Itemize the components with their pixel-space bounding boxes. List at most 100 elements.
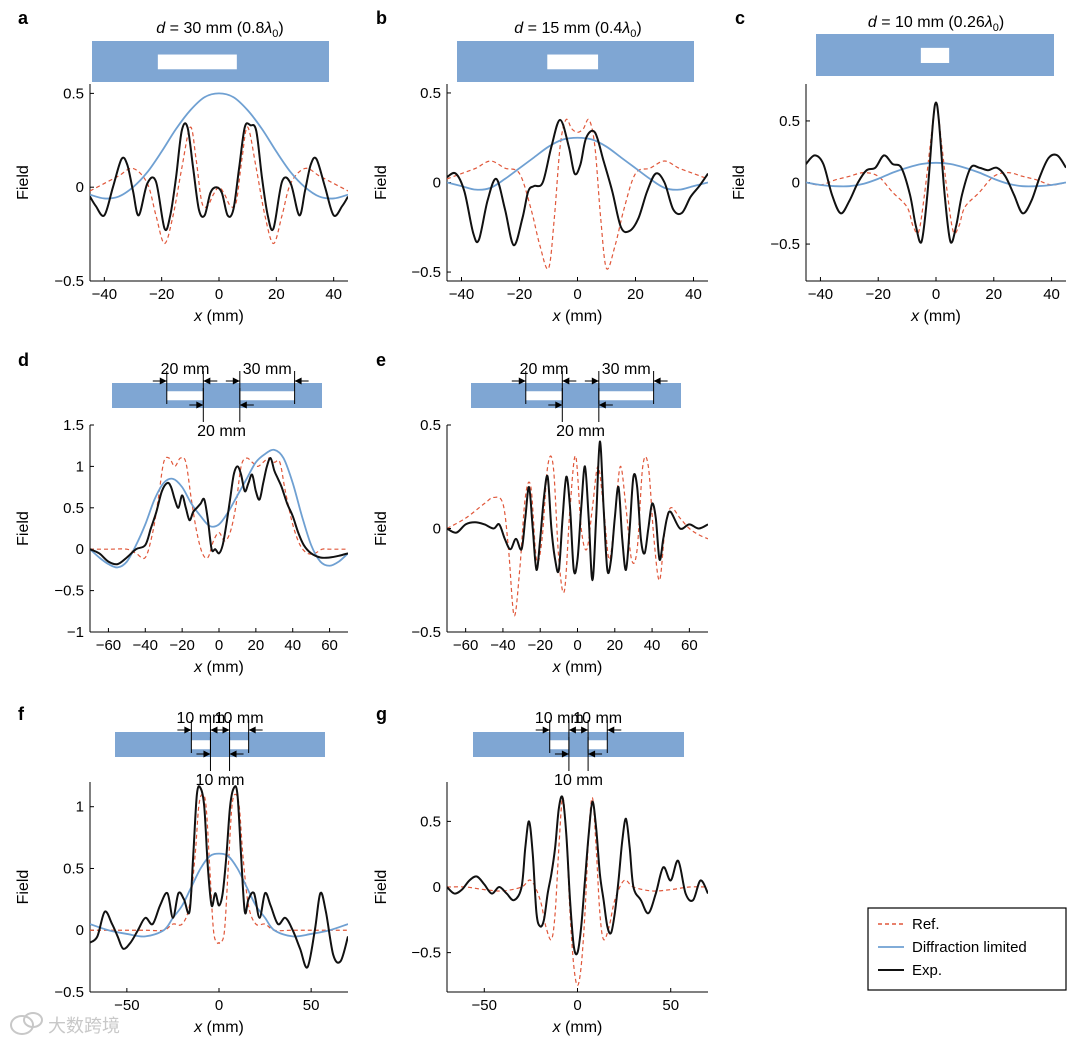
speech-bubble-icon bbox=[10, 1012, 43, 1035]
y-tick-label: 0.5 bbox=[420, 813, 441, 830]
series-line-reference bbox=[90, 793, 348, 945]
x-axis-variable: x bbox=[552, 659, 562, 676]
x-tick-label: 40 bbox=[1043, 286, 1060, 303]
legend-label-exp: Exp. bbox=[912, 962, 942, 979]
x-tick-label: 20 bbox=[627, 286, 644, 303]
title-value: = 10 mm (0.26 bbox=[877, 14, 985, 31]
x-tick-label: 60 bbox=[321, 637, 338, 654]
dimension-arrow-head bbox=[561, 750, 569, 758]
series-line-diffraction-limited bbox=[90, 852, 348, 938]
dimension-arrow-head bbox=[184, 726, 192, 734]
series-layer bbox=[90, 92, 348, 245]
panel-letter: f bbox=[18, 704, 25, 724]
legend: Ref. Diffraction limited Exp. bbox=[867, 907, 1067, 991]
series-line-experiment bbox=[447, 795, 708, 956]
y-tick-label: 0 bbox=[76, 541, 84, 558]
x-axis-variable: x bbox=[193, 659, 203, 676]
x-axis-variable: x bbox=[552, 308, 562, 325]
series-layer bbox=[447, 795, 708, 987]
aperture-slot bbox=[525, 391, 563, 401]
dimension-label: 10 mm bbox=[196, 772, 245, 789]
series-line-experiment bbox=[90, 122, 348, 231]
aperture-bar bbox=[473, 732, 684, 757]
series-line-reference bbox=[806, 101, 1066, 235]
title-variable: d bbox=[156, 20, 166, 37]
x-axis-variable: x bbox=[193, 308, 203, 325]
dimension-arrow-head bbox=[239, 401, 247, 409]
x-tick-label: 20 bbox=[248, 637, 265, 654]
series-line-diffraction-limited bbox=[447, 136, 708, 191]
x-tick-label: 20 bbox=[606, 637, 623, 654]
series-layer bbox=[447, 118, 708, 270]
series-line-experiment bbox=[90, 457, 348, 566]
panels-layer: ad = 30 mm (0.8λ0)−40 −20 0 20 40−0.500.5x (… bbox=[15, 8, 1066, 1036]
dimension-arrow-head bbox=[555, 401, 563, 409]
y-tick-label: 0.5 bbox=[420, 85, 441, 102]
title-value: = 30 mm (0.8 bbox=[165, 20, 264, 37]
dimension-label: 30 mm bbox=[243, 361, 292, 378]
y-tick-label: −0.5 bbox=[411, 624, 441, 641]
dimension-label: 20 mm bbox=[520, 361, 569, 378]
series-line-reference bbox=[447, 797, 708, 987]
aperture-slot bbox=[549, 740, 569, 750]
panel-letter: a bbox=[18, 8, 29, 28]
dimension-arrow-head bbox=[232, 377, 240, 385]
x-tick-label: 0 bbox=[573, 286, 581, 303]
panel-d: d 20 mm 30 mm 20 mm −60 −40 −20 0 20 40 60 −1 −0.5 0 0… bbox=[15, 350, 348, 676]
x-tick-label: −20 bbox=[169, 637, 194, 654]
x-tick-label: −20 bbox=[149, 286, 174, 303]
y-tick-label: −0.5 bbox=[411, 264, 441, 281]
dimension-arrow-head bbox=[607, 726, 615, 734]
y-tick-label: 0 bbox=[792, 175, 800, 192]
aperture-schematic: 20 mm 30 mm 20 mm bbox=[112, 361, 322, 440]
x-tick-label: 0 bbox=[215, 637, 223, 654]
x-axis-unit: (mm) bbox=[202, 659, 244, 676]
series-line-experiment bbox=[447, 440, 708, 582]
x-axis-variable: x bbox=[910, 308, 920, 325]
x-axis-unit: (mm) bbox=[919, 308, 961, 325]
series-layer bbox=[90, 785, 348, 969]
dimension-label: 20 mm bbox=[556, 423, 605, 440]
y-tick-label: −0.5 bbox=[54, 273, 84, 290]
panel-a: ad = 30 mm (0.8λ0)−40 −20 0 20 40−0.500.5x (… bbox=[15, 8, 348, 325]
aperture-slot bbox=[191, 740, 211, 750]
x-axis-label: x (mm) bbox=[552, 308, 603, 325]
x-tick-label: −60 bbox=[453, 637, 478, 654]
panel-title: d = 10 mm (0.26λ0) bbox=[868, 14, 1004, 34]
aperture-slot bbox=[598, 391, 654, 401]
dimension-2: 10 mm bbox=[215, 710, 264, 753]
dimension-arrow-head bbox=[294, 377, 302, 385]
x-tick-label: −40 bbox=[133, 637, 158, 654]
x-tick-label: −40 bbox=[490, 637, 515, 654]
aperture-slot bbox=[157, 54, 237, 70]
dimension-3: 10 mm bbox=[196, 737, 245, 789]
x-tick-label: 0 bbox=[573, 637, 581, 654]
legend-label-ref: Ref. bbox=[912, 916, 940, 933]
y-axis-label: Field bbox=[15, 165, 32, 200]
title-value: = 15 mm (0.4 bbox=[523, 20, 622, 37]
dimension-arrow-head bbox=[598, 401, 606, 409]
y-tick-label: 0 bbox=[433, 879, 441, 896]
dimension-arrow-head bbox=[159, 377, 167, 385]
x-axis-variable: x bbox=[193, 1019, 203, 1036]
axes: −40 −20 0 20 40 −0.5 0 0.5 x (mm) Field bbox=[731, 84, 1066, 325]
series-layer bbox=[90, 448, 348, 569]
dimension-arrow-head bbox=[581, 726, 589, 734]
dimension-arrow-head bbox=[203, 377, 211, 385]
aperture-schematic bbox=[816, 34, 1054, 76]
x-axis-label: x (mm) bbox=[552, 1019, 603, 1036]
title-lambda: λ bbox=[621, 20, 630, 37]
panel-letter: e bbox=[376, 350, 386, 370]
dimension-arrow-head bbox=[542, 726, 550, 734]
y-tick-label: 0 bbox=[433, 521, 441, 538]
title-lambda: λ bbox=[263, 20, 272, 37]
dimension-label: 20 mm bbox=[161, 361, 210, 378]
x-tick-label: 40 bbox=[284, 637, 301, 654]
dimension-label: 10 mm bbox=[215, 710, 264, 727]
dimension-label: 20 mm bbox=[197, 423, 246, 440]
x-tick-label: 20 bbox=[985, 286, 1002, 303]
dimension-arrow-head bbox=[562, 377, 570, 385]
x-tick-label: −40 bbox=[449, 286, 474, 303]
x-tick-label: 50 bbox=[303, 997, 320, 1014]
